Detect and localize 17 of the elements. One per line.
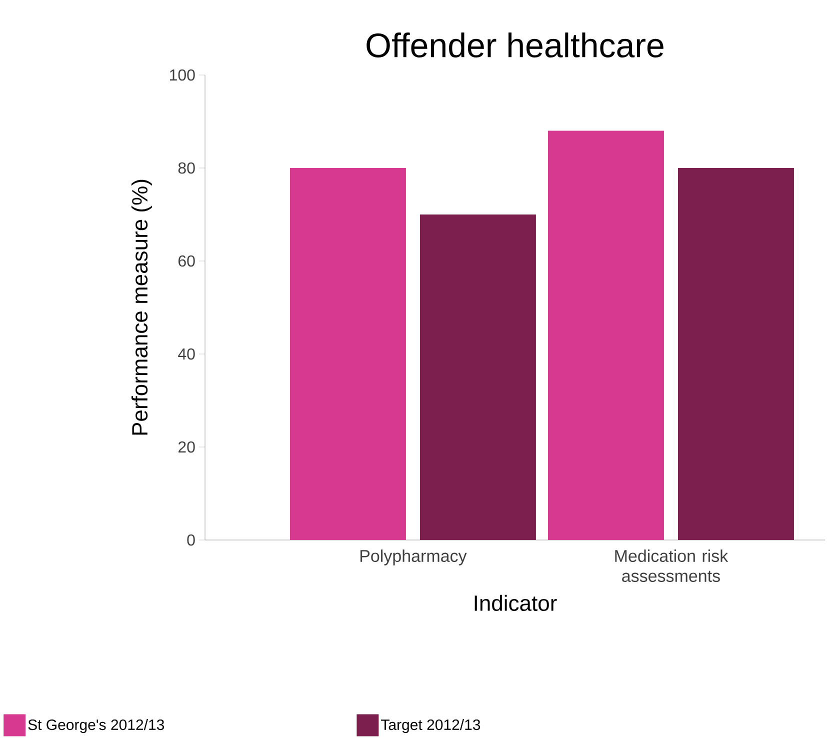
legend-label: Target 2012/13 [381,719,480,734]
y-tick-label: 60 [178,255,195,267]
y-tick-label: 40 [178,348,195,360]
x-axis-title: Indicator [474,594,557,612]
bar [678,168,794,540]
y-axis-title: Performance measure (%) [131,180,152,435]
legend-label: St George's 2012/13 [28,719,164,734]
bar [290,168,406,540]
y-tick-label: 0 [187,534,195,546]
y-tick-label: 100 [170,69,195,81]
bar [420,214,536,540]
x-tick-label: Polypharmacy [360,550,467,566]
x-tick-label: Medication risk assessments [615,550,728,582]
y-tick-label: 80 [178,162,195,174]
bar [548,130,664,540]
y-tick-label: 20 [178,441,195,453]
chart-title: Offender healthcare [366,32,664,58]
